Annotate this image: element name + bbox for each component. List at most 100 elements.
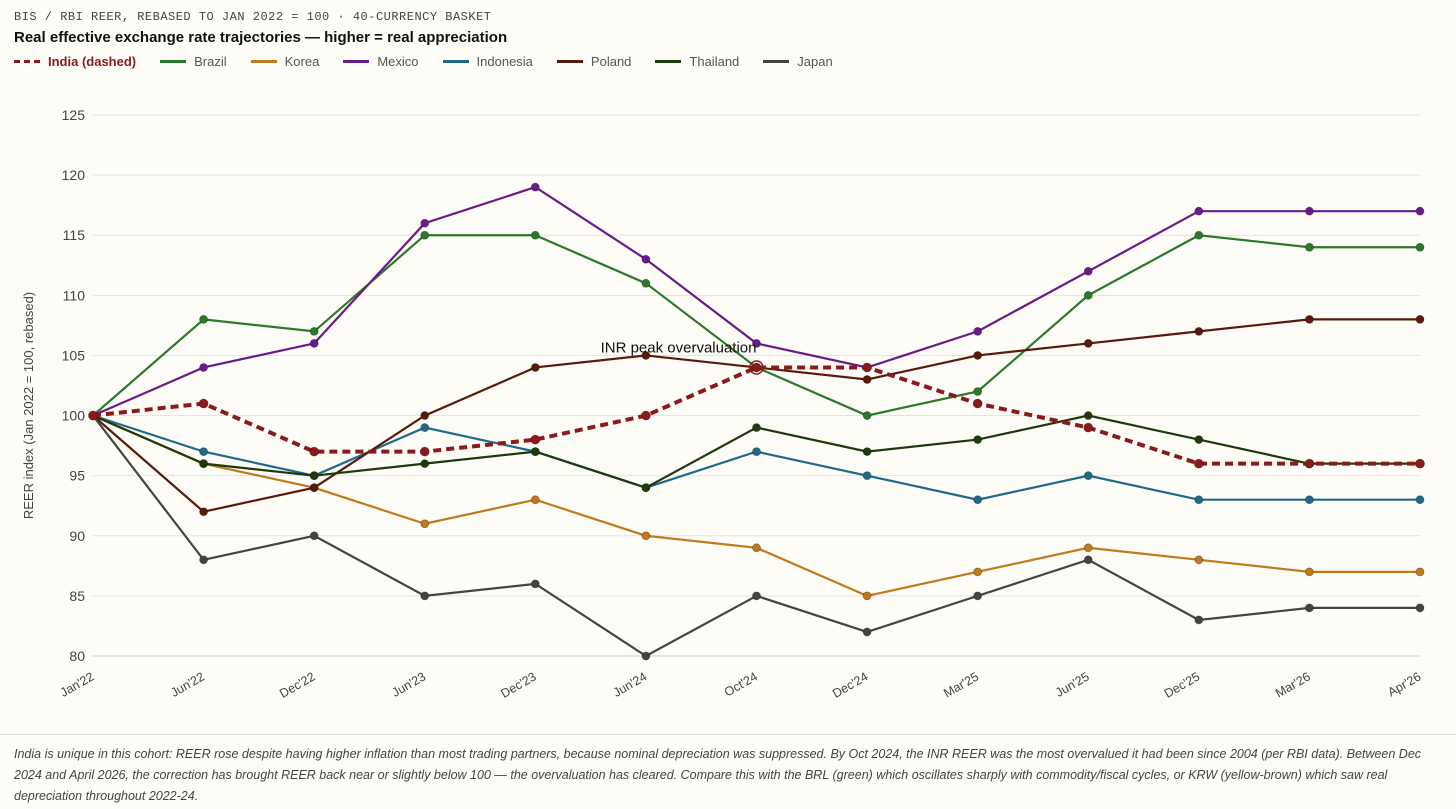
y-tick-label: 85 [69,588,85,604]
legend-swatch [14,60,40,63]
data-point [420,411,430,420]
data-point [1305,495,1314,505]
data-point [973,567,983,577]
data-point [1415,242,1425,252]
x-tick-label: Dec'24 [830,669,870,700]
data-point [1304,458,1315,469]
data-point [1194,555,1204,565]
data-point [1194,615,1204,625]
legend-label: Korea [284,54,320,69]
x-tick-label: Jun'24 [611,669,650,699]
legend-item: Korea [250,54,320,69]
data-point [420,591,430,601]
data-point [641,531,651,541]
x-tick-label: Jun'25 [1053,669,1092,699]
chart-title: Real effective exchange rate trajectorie… [14,29,508,46]
data-point [1083,266,1093,276]
data-point [1083,422,1094,433]
x-tick-label: Dec'25 [1162,669,1202,700]
legend-swatch [763,60,790,63]
data-point [420,423,430,432]
data-point [641,254,651,264]
data-point [420,519,430,529]
legend-item: Brazil [160,54,227,69]
y-tick-label: 115 [63,227,86,243]
y-tick-label: 100 [62,408,86,424]
data-point [309,471,319,481]
y-axis-label: REER index (Jan 2022 = 100, rebased) [21,292,36,519]
data-point [641,483,651,493]
data-point [530,434,541,445]
series-brazil [88,230,1425,420]
series-line [92,414,1420,598]
data-point [309,483,319,493]
data-point [752,591,761,601]
data-point [1083,471,1093,481]
y-tick-label: 125 [62,107,86,123]
data-point [1194,435,1204,445]
legend-item: Poland [556,54,632,69]
data-point [641,410,651,421]
series-line [92,185,1420,417]
data-point [973,387,983,396]
data-point [199,507,208,517]
chart-subtitle: BIS / RBI REER, REBASED TO JAN 2022 = 10… [14,10,492,24]
data-point [972,398,983,409]
data-point [530,579,540,589]
legend: India (dashed) Brazil Korea Mexico Indonesia… [14,54,857,69]
legend-swatch [343,60,370,63]
data-point [973,435,983,445]
data-point [1305,314,1314,324]
data-point [198,398,209,409]
legend-item: Indonesia [442,54,533,69]
data-point [1194,230,1204,240]
data-point [309,339,319,348]
data-point [1194,495,1204,505]
data-point [862,411,872,420]
data-point [752,339,761,348]
data-point [1194,206,1204,216]
data-point [199,555,208,565]
data-point [752,543,761,553]
data-point [88,410,98,421]
annotation-marker [749,360,764,375]
data-point [309,531,319,541]
data-point [309,446,320,457]
legend-label: Thailand [689,54,740,69]
data-point [1415,495,1425,505]
legend-swatch [160,60,187,63]
legend-swatch [250,60,277,63]
data-point [1415,458,1425,469]
series-korea [88,411,1425,601]
data-point [641,651,651,661]
annotation-label: INR peak overvaluation [601,339,757,356]
data-point [973,326,983,336]
legend-item: Mexico [343,54,419,69]
data-point [1305,567,1314,577]
data-point [199,363,208,372]
data-point [973,495,983,505]
legend-label: Mexico [377,54,419,69]
x-tick-label: Jan'22 [58,669,97,699]
series-india [88,362,1425,469]
legend-item: Japan [763,54,833,69]
legend-label: Japan [797,54,833,69]
data-point [1194,326,1204,336]
data-point [530,363,540,372]
legend-label: Poland [590,54,632,69]
data-point [862,471,872,481]
data-point [1305,206,1314,216]
line-chart: 80 85 90 95 100 105 110 115 120 125 Jan'22 Jun'22 De… [21,107,1425,701]
x-tick-label: Dec'23 [498,669,538,700]
x-tick-label: Mar'26 [1273,669,1313,700]
data-point [862,591,872,601]
legend-item: India (dashed) [14,54,136,69]
y-tick-label: 105 [62,347,86,363]
data-point [1305,242,1314,252]
y-tick-label: 120 [62,167,86,183]
x-tick-label: Apr'26 [1385,669,1423,699]
data-point [1083,411,1093,420]
data-point [862,362,872,373]
data-point [1083,555,1093,565]
legend-label: Brazil [194,54,227,69]
